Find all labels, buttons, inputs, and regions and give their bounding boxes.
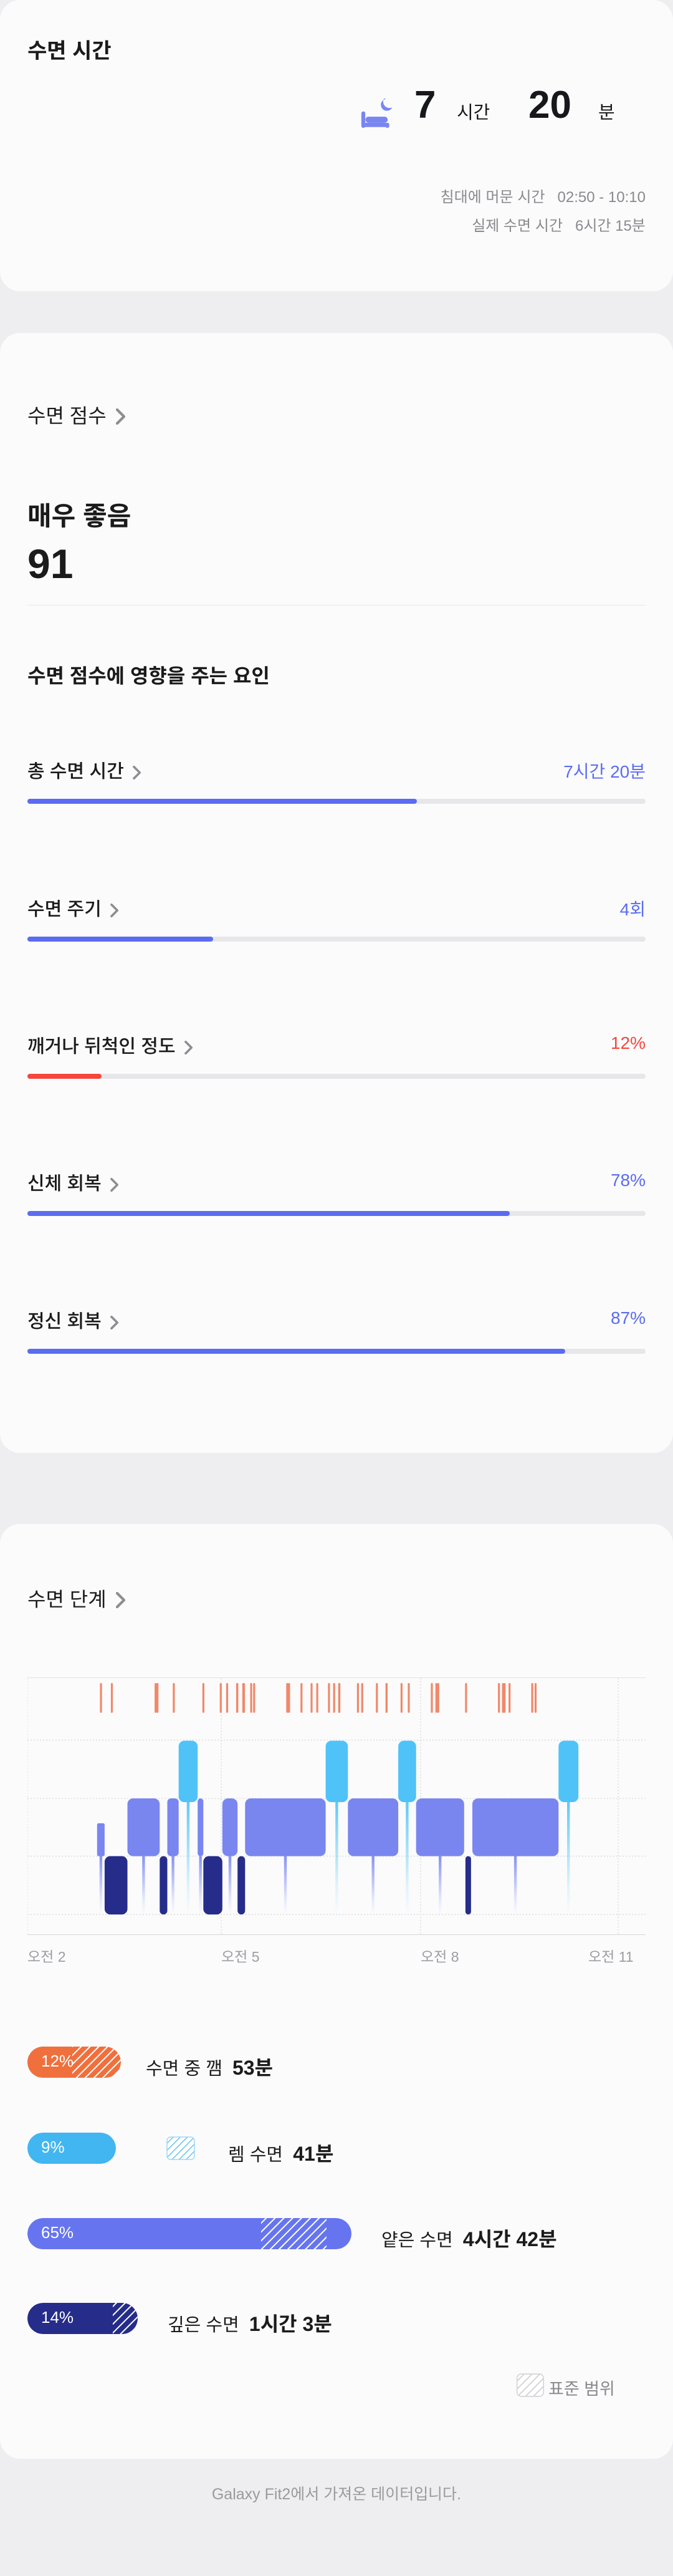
svg-text:65%: 65% bbox=[41, 2223, 74, 2242]
svg-text:14%: 14% bbox=[41, 2308, 74, 2327]
svg-text:9%: 9% bbox=[41, 2138, 65, 2156]
svg-text:12%: 12% bbox=[41, 2052, 74, 2070]
